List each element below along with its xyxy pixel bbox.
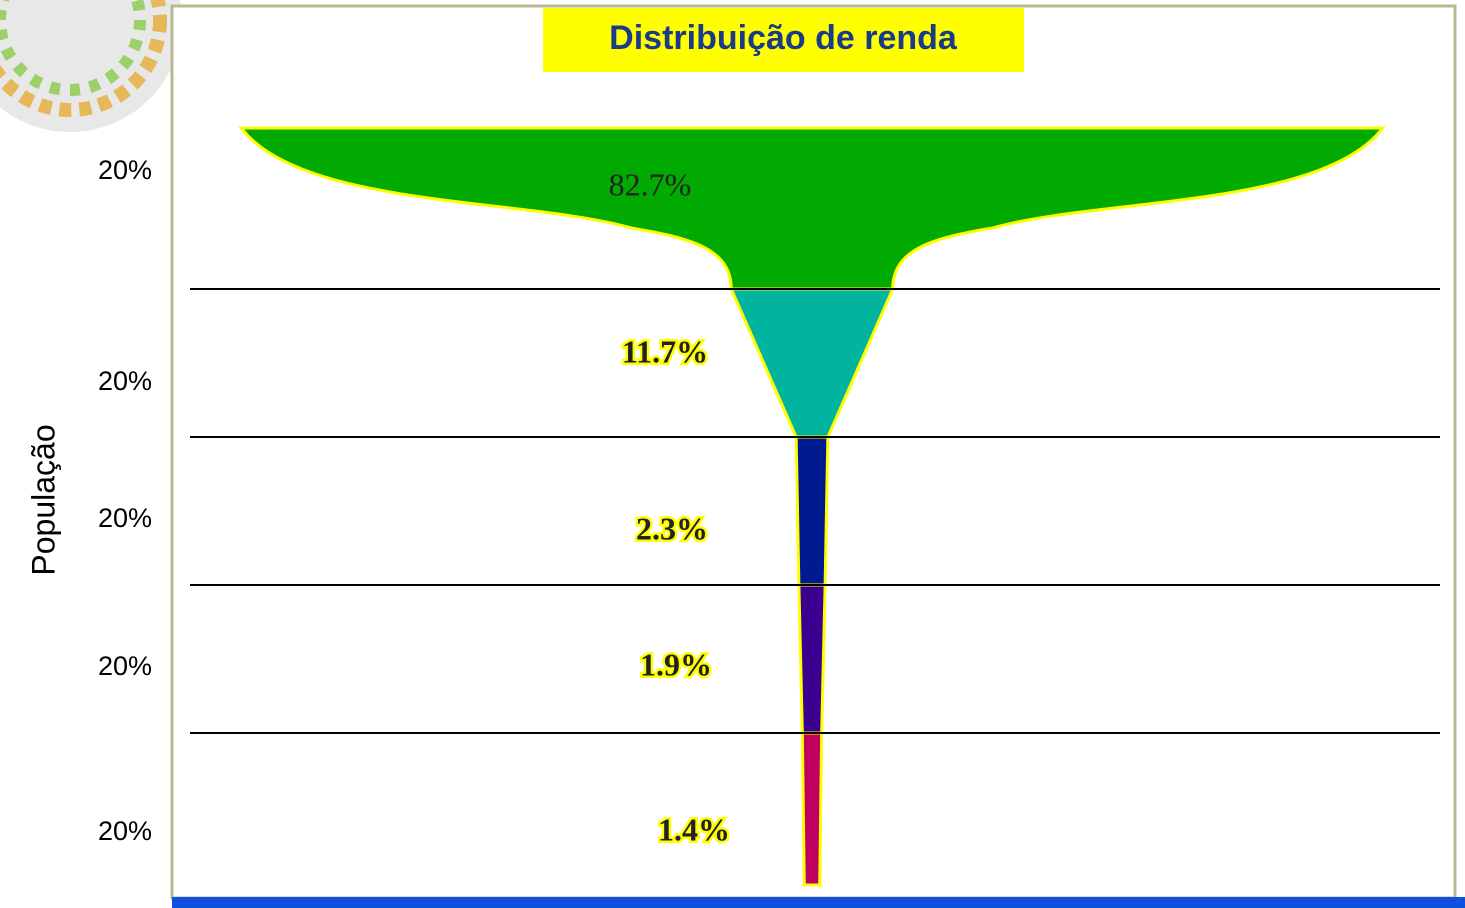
population-label: 20% [98, 651, 152, 681]
population-label: 20% [98, 503, 152, 533]
value-label: 1.4% [658, 811, 730, 847]
population-label: 20% [98, 155, 152, 185]
value-label: 82.7% [609, 166, 692, 202]
logo [0, 0, 182, 132]
logo-ring [0, 0, 167, 117]
population-label: 20% [98, 816, 152, 846]
segment [797, 583, 827, 735]
chart-title: Distribuição de renda [609, 19, 958, 57]
segment [794, 435, 830, 587]
value-label: 1.9% [640, 646, 712, 682]
segment [800, 731, 824, 887]
bottom-bar [172, 897, 1465, 908]
logo-ring [0, 0, 146, 96]
y-axis-label: População [25, 424, 61, 575]
title-box [543, 8, 1024, 72]
population-label: 20% [98, 366, 152, 396]
value-label: 11.7% [622, 333, 708, 369]
value-label: 2.3% [636, 510, 708, 546]
